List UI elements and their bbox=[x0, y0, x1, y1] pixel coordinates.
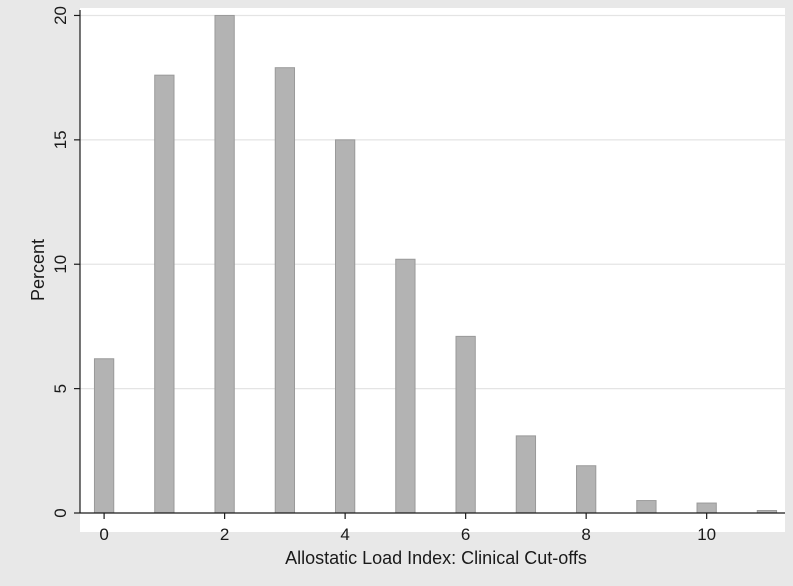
bar-1 bbox=[154, 74, 175, 514]
bar-0 bbox=[93, 358, 115, 514]
bar-7 bbox=[515, 435, 537, 514]
bar-8 bbox=[576, 465, 597, 514]
y-axis-title: Percent bbox=[28, 239, 48, 301]
y-ticks: 0 5 10 15 20 bbox=[51, 6, 80, 518]
y-tick-label-5: 5 bbox=[51, 384, 70, 393]
x-tick-label-10: 10 bbox=[697, 525, 716, 544]
bar-6 bbox=[455, 335, 476, 514]
y-tick-label-20: 20 bbox=[51, 6, 70, 25]
x-ticks: 0 2 4 6 8 10 bbox=[99, 513, 716, 544]
x-axis-title: Allostatic Load Index: Clinical Cut-offs bbox=[285, 548, 587, 568]
x-tick-label-0: 0 bbox=[99, 525, 108, 544]
plot-background bbox=[80, 8, 785, 532]
y-tick-label-10: 10 bbox=[51, 255, 70, 274]
y-tick-label-15: 15 bbox=[51, 130, 70, 149]
y-tick-label-0: 0 bbox=[51, 508, 70, 517]
x-tick-label-2: 2 bbox=[220, 525, 229, 544]
x-tick-label-4: 4 bbox=[340, 525, 349, 544]
gridlines bbox=[80, 14, 785, 390]
x-tick-label-8: 8 bbox=[581, 525, 590, 544]
bars bbox=[93, 14, 778, 514]
bar-10 bbox=[696, 502, 717, 514]
bar-2 bbox=[214, 14, 235, 514]
bar-4 bbox=[334, 139, 356, 514]
bar-3 bbox=[274, 67, 296, 514]
bar-5 bbox=[395, 258, 416, 514]
x-tick-label-6: 6 bbox=[461, 525, 470, 544]
bar-9 bbox=[636, 500, 657, 514]
